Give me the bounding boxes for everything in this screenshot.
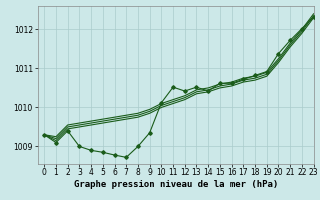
X-axis label: Graphe pression niveau de la mer (hPa): Graphe pression niveau de la mer (hPa): [74, 180, 278, 189]
